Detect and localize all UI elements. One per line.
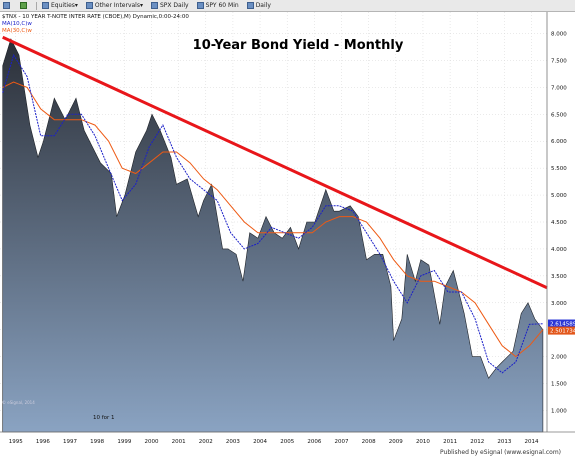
toolbar-button-1[interactable]	[17, 1, 32, 11]
y-tick-label: 6.500	[551, 112, 567, 118]
x-tick-label: 2010	[416, 439, 430, 445]
chart-title: 10-Year Bond Yield - Monthly	[193, 38, 404, 53]
footer-credit: Published by eSignal (www.esignal.com)	[440, 449, 562, 456]
ma10-last-badge	[548, 319, 575, 328]
ma10-legend: MA(10,C)w	[2, 21, 32, 27]
ma30-path	[2, 81, 544, 358]
toolbar-button-other-intervals[interactable]: Other Intervals ▾	[83, 1, 146, 11]
x-tick-label: 2005	[280, 439, 294, 445]
y-tick-label: 5.000	[551, 193, 567, 199]
bond-yield-chart: 8.000 7.500 7.000 6.500 6.000 5.500 5.000 4.500…	[0, 12, 575, 449]
x-tick-labels: 1995 1996 1997 1998 1999 2000 2001 2002 2003 2004…	[9, 439, 539, 445]
y-tick-label: 7.000	[551, 85, 567, 91]
y-tick-label: 8.000	[551, 32, 567, 38]
x-tick-label: 2004	[253, 439, 267, 445]
toolbar-button-0[interactable]	[0, 1, 15, 11]
x-tick-label: 1998	[90, 439, 104, 445]
toolbar-button-spy-60-min[interactable]: SPY 60 Min	[194, 1, 242, 11]
ma30-line	[2, 81, 544, 358]
x-tick-label: 2003	[226, 439, 240, 445]
y-tick-label: 3.500	[551, 274, 567, 280]
page-icon	[3, 2, 10, 9]
y-tick-label: 3.000	[551, 301, 567, 307]
trendline	[2, 35, 548, 290]
symbol-line: $TNX - 10 YEAR T-NOTE INTER RATE (CBOE),…	[2, 14, 189, 20]
x-tick-label: 2002	[199, 439, 213, 445]
trend-path	[2, 35, 548, 290]
chart-icon	[246, 2, 254, 9]
x-tick-label: 2001	[172, 439, 186, 445]
y-tick-label: 4.000	[551, 247, 567, 253]
chart-icon	[150, 2, 158, 9]
x-tick-label: 1997	[63, 439, 77, 445]
toolbar-button-equities[interactable]: Equities ▾	[39, 1, 81, 11]
y-tick-label: 4.500	[551, 220, 567, 226]
toolbar: Equities ▾ Other Intervals ▾ SPX Daily S…	[0, 0, 575, 12]
x-tick-label: 2011	[443, 439, 457, 445]
y-tick-label: 1.500	[551, 382, 567, 388]
ma30-last-badge	[548, 326, 575, 335]
intervals-icon	[85, 2, 93, 9]
x-tick-label: 1999	[117, 439, 131, 445]
x-tick-label: 2014	[525, 439, 539, 445]
toolbar-button-daily[interactable]: Daily	[244, 1, 274, 11]
y-tick-label: 6.000	[551, 139, 567, 145]
ma10-line	[2, 53, 543, 374]
x-tick-label: 2008	[362, 439, 376, 445]
scale-label: 10 for 1	[93, 415, 115, 421]
y-tick-labels: 8.000 7.500 7.000 6.500 6.000 5.500 5.000 4.500…	[551, 32, 567, 415]
x-tick-label: 2012	[470, 439, 484, 445]
y-tick-label: 1.000	[551, 408, 567, 414]
y-tick-label: 2.000	[551, 355, 567, 361]
x-tick-label: 2013	[497, 439, 511, 445]
plus-icon	[20, 2, 27, 9]
x-tick-label: 2009	[389, 439, 403, 445]
ma10-last-value: 2.614589	[550, 322, 575, 328]
ma30-legend: MA(30,C)w	[2, 28, 32, 34]
ma30-last-value: 2.501734	[550, 329, 575, 335]
x-tick-label: 1995	[9, 439, 23, 445]
toolbar-separator	[36, 1, 37, 10]
y-tick-label: 7.500	[551, 58, 567, 64]
chart-icon	[196, 2, 204, 9]
ma10-path	[2, 53, 543, 374]
x-tick-label: 2000	[144, 439, 158, 445]
x-tick-label: 1996	[36, 439, 50, 445]
x-tick-label: 2007	[335, 439, 349, 445]
copyright-text: © eSignal, 2014	[2, 400, 35, 405]
equities-icon	[42, 2, 49, 9]
toolbar-button-spx-daily[interactable]: SPX Daily	[148, 1, 192, 11]
x-tick-label: 2006	[307, 439, 321, 445]
y-tick-label: 5.500	[551, 166, 567, 172]
